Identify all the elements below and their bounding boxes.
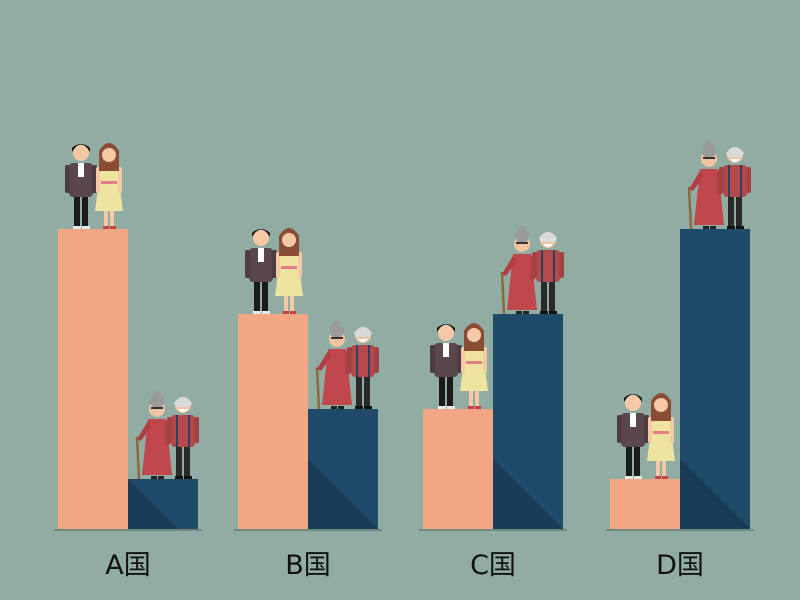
elderly-couple-icon <box>687 141 751 230</box>
elderly-couple-icon <box>500 226 564 315</box>
young-couple-icon <box>65 143 123 229</box>
category-label-1: A国 <box>105 550 150 581</box>
young-couple-icon <box>617 393 675 479</box>
bar-elder-shadow <box>308 459 378 529</box>
category-label-4: D国 <box>656 550 704 581</box>
elderly-couple-icon <box>315 321 379 410</box>
category-label-2: B国 <box>285 550 331 581</box>
bar-young-2 <box>238 314 308 529</box>
bar-young-4 <box>610 479 680 529</box>
bar-elder-shadow <box>493 459 563 529</box>
category-label-3: C国 <box>470 550 516 581</box>
bar-young-3 <box>423 409 493 529</box>
young-couple-icon <box>245 228 303 314</box>
elderly-couple-icon <box>135 391 199 480</box>
bar-young-1 <box>58 229 128 529</box>
bar-elder-shadow <box>680 459 750 529</box>
bar-elder-shadow <box>128 479 178 529</box>
young-couple-icon <box>430 323 488 409</box>
